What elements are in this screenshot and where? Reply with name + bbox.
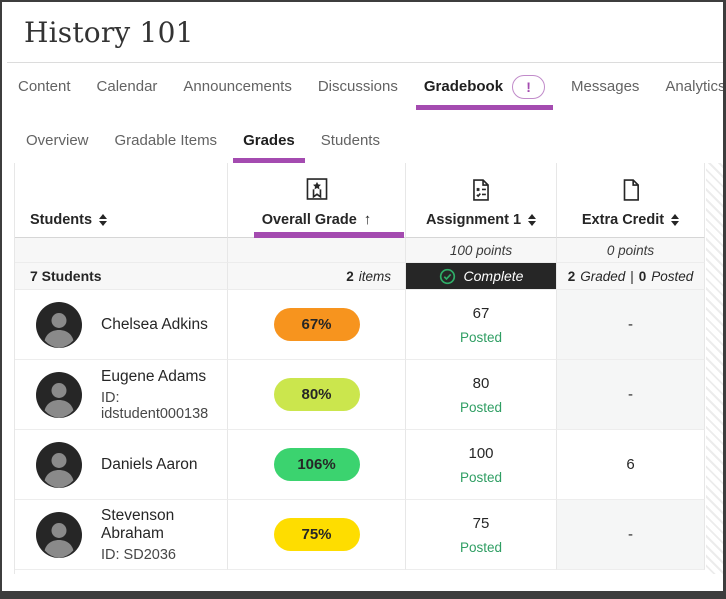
avatar [36,441,82,488]
extra-credit-points: 0 points [557,238,705,263]
page-title: History 101 [24,15,194,49]
sort-icon[interactable] [99,214,108,226]
avatar [36,511,82,558]
award-icon [306,178,327,200]
points-row: 100 points 0 points [15,238,723,263]
assignment1-posted-status: Posted [459,539,503,555]
tab-analytics[interactable]: Analytics [665,78,726,95]
overall-grade-column-label: Overall Grade [261,211,357,228]
tab-calendar[interactable]: Calendar [96,78,158,95]
extra-credit-value: - [628,316,633,333]
gradebook-subnav: Overview Gradable Items Grades Students [2,117,723,163]
points-cell-empty [15,238,228,263]
assignment1-score: 75 [472,514,490,532]
tab-messages[interactable]: Messages [571,78,640,95]
assignment1-points: 100 points [406,238,557,263]
avatar [36,371,82,418]
assignment1-cell[interactable]: 75 Posted [406,500,557,570]
student-id: ID: SD2036 [101,546,176,563]
assignment1-status-cell[interactable]: Complete [406,263,557,290]
items-count: 2 items [228,263,406,290]
tab-gradebook[interactable]: Gradebook ! [415,63,554,110]
assignment1-cell[interactable]: 67 Posted [406,290,557,360]
extra-credit-value: - [628,526,633,543]
active-tab-underline [415,105,554,110]
students-count: 7 Students [15,263,228,290]
extra-credit-column-label: Extra Credit [581,212,665,228]
grades-table: Students Overall Grade ↑ [14,163,723,574]
grade-pill[interactable]: 75% [273,518,360,551]
student-cell[interactable]: Stevenson Abraham ID: SD2036 [15,500,228,570]
assignment1-status-label: Complete [463,268,524,284]
sorted-column-underline [254,232,404,238]
table-row: Stevenson Abraham ID: SD2036 75% 75 Post… [15,500,723,570]
tab-discussions[interactable]: Discussions [317,78,398,95]
subtab-overview[interactable]: Overview [26,131,89,149]
students-column-label: Students [30,212,93,228]
student-name: Daniels Aaron [101,455,198,473]
points-cell-empty [228,238,406,263]
student-name: Stevenson Abraham [101,506,175,542]
subtab-students[interactable]: Students [320,131,380,149]
subtab-gradable-items[interactable]: Gradable Items [114,131,218,149]
alert-badge[interactable]: ! [512,74,546,99]
student-cell[interactable]: Eugene Adams ID: idstudent000138 [15,360,228,430]
assignment1-column-label: Assignment 1 [425,212,522,228]
grade-pill[interactable]: 67% [273,308,360,341]
course-header: History 101 [2,2,723,62]
student-name: Eugene Adams [101,367,207,385]
assignment1-cell[interactable]: 100 Posted [406,430,557,500]
table-header-row: Students Overall Grade ↑ [15,163,723,238]
column-header-students[interactable]: Students [15,163,228,238]
tab-content[interactable]: Content [18,78,71,95]
student-id: ID: idstudent000138 [101,389,209,422]
column-header-extra-credit[interactable]: Extra Credit [557,163,705,238]
student-cell[interactable]: Daniels Aaron [15,430,228,500]
sort-ascending-icon[interactable]: ↑ [363,211,372,228]
header-divider [7,62,723,63]
student-name: Chelsea Adkins [101,315,208,333]
assignment1-posted-status: Posted [459,329,503,345]
course-nav: Content Calendar Announcements Discussio… [2,63,723,110]
document-icon [623,179,639,201]
sort-icon[interactable] [671,214,680,226]
graded-paper-icon [473,179,489,201]
extra-credit-cell[interactable]: - [557,500,705,570]
grade-pill[interactable]: 80% [273,378,360,411]
divider: | [630,268,634,284]
overall-grade-cell[interactable]: 106% [228,430,406,500]
extra-credit-cell[interactable]: - [557,360,705,430]
extra-credit-value: - [628,386,633,403]
table-row: Daniels Aaron 106% 100 Posted 6 [15,430,723,500]
overall-grade-cell[interactable]: 75% [228,500,406,570]
assignment1-cell[interactable]: 80 Posted [406,360,557,430]
subtab-grades[interactable]: Grades [233,117,305,163]
check-circle-icon [439,268,455,284]
assignment1-posted-status: Posted [459,469,503,485]
extra-credit-value: 6 [626,456,635,473]
student-cell[interactable]: Chelsea Adkins [15,290,228,360]
column-header-overall-grade[interactable]: Overall Grade ↑ [228,163,406,238]
sort-icon[interactable] [528,214,537,226]
extra-credit-cell[interactable]: - [557,290,705,360]
tab-announcements[interactable]: Announcements [183,78,292,95]
extra-credit-status-cell: 2 Graded | 0 Posted [557,263,705,290]
table-row: Chelsea Adkins 67% 67 Posted - [15,290,723,360]
overall-grade-cell[interactable]: 80% [228,360,406,430]
next-column-hatch[interactable] [706,163,723,574]
extra-credit-cell[interactable]: 6 [557,430,705,500]
avatar [36,301,82,348]
assignment1-score: 80 [472,374,490,392]
active-subtab-underline [233,158,305,163]
summary-row: 7 Students 2 items Complete 2 Graded | 0… [15,263,723,290]
assignment1-posted-status: Posted [459,399,503,415]
grade-pill[interactable]: 106% [273,448,360,481]
assignment1-score: 100 [468,444,494,462]
column-header-assignment1[interactable]: Assignment 1 [406,163,557,238]
assignment1-score: 67 [472,304,490,322]
overall-grade-cell[interactable]: 67% [228,290,406,360]
table-row: Eugene Adams ID: idstudent000138 80% 80 … [15,360,723,430]
